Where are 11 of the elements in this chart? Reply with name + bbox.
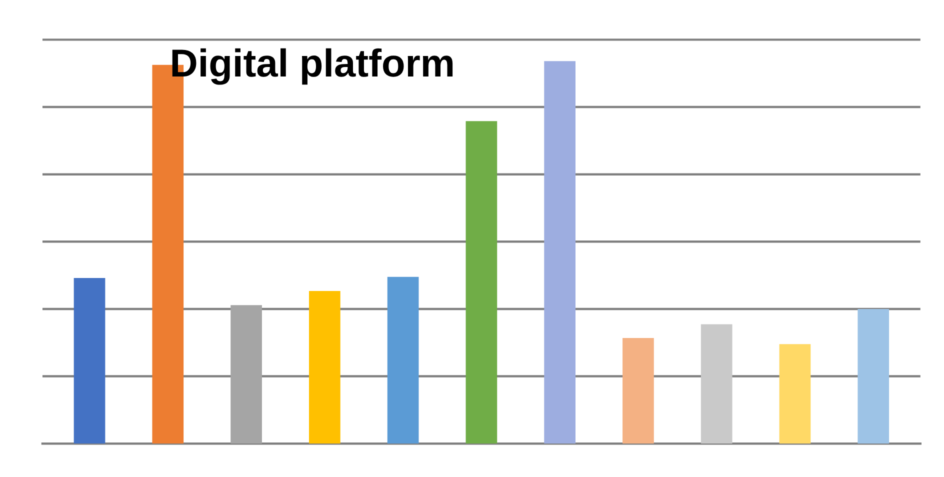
chart-title: Digital platform	[172, 48, 453, 85]
bar	[308, 290, 340, 444]
bar	[779, 344, 811, 444]
bar	[387, 276, 419, 444]
bar	[466, 121, 498, 444]
bar	[74, 278, 106, 444]
bar	[230, 305, 262, 444]
bar	[858, 308, 890, 444]
bar	[700, 324, 732, 444]
bar	[544, 61, 576, 444]
bar	[622, 338, 654, 444]
